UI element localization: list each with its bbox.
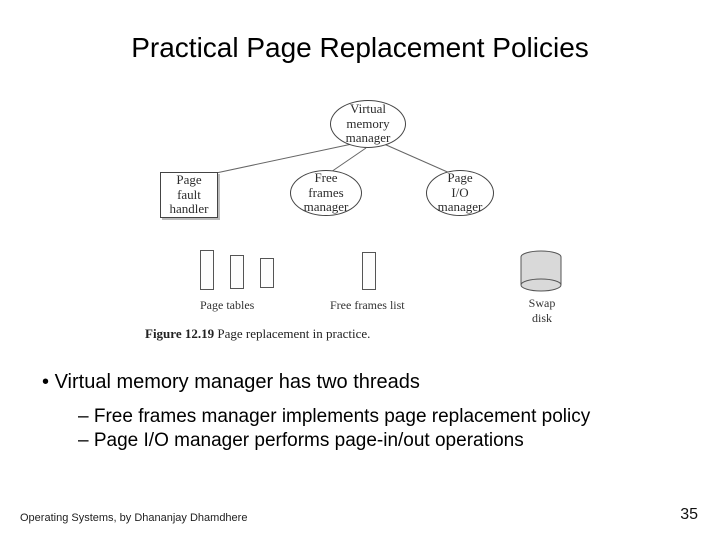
node-vmm: Virtualmemorymanager — [330, 100, 406, 148]
footer-text: Operating Systems, by Dhananjay Dhamdher… — [20, 512, 247, 524]
slide-title: Practical Page Replacement Policies — [0, 32, 720, 64]
swap-disk-label: Swapdisk — [520, 296, 564, 326]
node-pfh-label: Pagefaulthandler — [170, 173, 209, 218]
node-pio: PageI/Omanager — [426, 170, 494, 216]
free-frames-label: Free frames list — [330, 298, 405, 313]
bullet-lvl2: Page I/O manager performs page-in/out op… — [78, 429, 682, 453]
figure-caption-bold: Figure 12.19 — [145, 326, 214, 341]
bullet-list: Virtual memory manager has two threads F… — [42, 370, 682, 453]
figure-caption-text: Page replacement in practice. — [217, 326, 370, 341]
page-number: 35 — [680, 506, 698, 524]
figure-caption: Figure 12.19 Page replacement in practic… — [145, 326, 370, 342]
node-pio-label: PageI/Omanager — [438, 171, 483, 216]
bullet-lvl1: Virtual memory manager has two threads — [42, 370, 682, 395]
page-table-rect — [230, 255, 244, 289]
page-table-rect — [200, 250, 214, 290]
diagram-area: Virtualmemorymanager Pagefaulthandler Fr… — [130, 100, 600, 340]
free-frames-rect — [362, 252, 376, 290]
node-pfh: Pagefaulthandler — [160, 172, 218, 218]
page-table-rect — [260, 258, 274, 288]
node-ffm-label: Freeframesmanager — [304, 171, 349, 216]
page-tables-label: Page tables — [200, 298, 254, 313]
node-vmm-label: Virtualmemorymanager — [346, 102, 391, 147]
bullet-lvl2: Free frames manager implements page repl… — [78, 405, 682, 429]
node-ffm: Freeframesmanager — [290, 170, 362, 216]
swap-disk-icon — [520, 250, 562, 294]
